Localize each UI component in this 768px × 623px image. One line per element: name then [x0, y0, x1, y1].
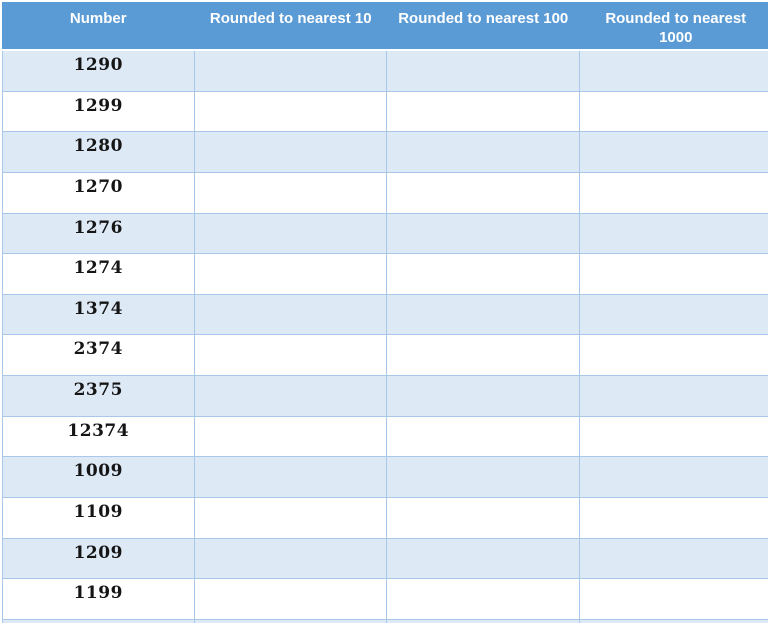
table-row: 1009 — [2, 457, 768, 499]
table-row: 1270 — [2, 172, 768, 214]
header-row: Number Rounded to nearest 10 Rounded to … — [2, 2, 768, 51]
answer-cell[interactable] — [194, 335, 387, 377]
answer-cell[interactable] — [387, 254, 580, 295]
answer-cell[interactable] — [387, 457, 580, 499]
number-cell[interactable]: 1374 — [2, 294, 195, 336]
number-cell[interactable]: 1299 — [2, 91, 195, 133]
answer-cell[interactable] — [387, 335, 580, 377]
answer-cell[interactable] — [387, 51, 580, 92]
number-cell[interactable]: 1109 — [2, 498, 195, 539]
clipped-cell — [194, 619, 387, 623]
answer-cell[interactable] — [579, 132, 768, 173]
answer-cell[interactable] — [579, 294, 768, 336]
answer-cell[interactable] — [579, 498, 768, 539]
answer-cell[interactable] — [579, 335, 768, 377]
answer-cell[interactable] — [579, 538, 768, 580]
table-row: 1209 — [2, 538, 768, 580]
number-cell[interactable]: 2375 — [2, 376, 195, 417]
answer-cell[interactable] — [194, 254, 387, 295]
table-row: 1290 — [2, 51, 768, 92]
answer-cell[interactable] — [194, 213, 387, 255]
clipped-cell — [579, 619, 768, 623]
answer-cell[interactable] — [194, 457, 387, 499]
answer-cell[interactable] — [194, 498, 387, 539]
answer-cell[interactable] — [387, 91, 580, 133]
answer-cell[interactable] — [194, 416, 387, 458]
answer-cell[interactable] — [579, 172, 768, 214]
answer-cell[interactable] — [194, 538, 387, 580]
answer-cell[interactable] — [579, 213, 768, 255]
header-label-nearest-1000: Rounded to nearest 1000 — [605, 10, 747, 46]
answer-cell[interactable] — [387, 579, 580, 620]
table-row: 1109 — [2, 498, 768, 539]
answer-cell[interactable] — [387, 498, 580, 539]
answer-cell[interactable] — [194, 51, 387, 92]
number-cell[interactable]: 1274 — [2, 254, 195, 295]
table-row-clipped — [2, 619, 768, 623]
number-cell[interactable]: 12374 — [2, 416, 195, 458]
number-cell[interactable]: 1209 — [2, 538, 195, 580]
clipped-cell — [387, 619, 580, 623]
header-label-nearest-10: Rounded to nearest 10 — [209, 10, 372, 27]
table-row: 2374 — [2, 335, 768, 377]
number-cell[interactable]: 1290 — [2, 51, 195, 92]
answer-cell[interactable] — [579, 457, 768, 499]
table-row: 2375 — [2, 376, 768, 417]
answer-cell[interactable] — [387, 294, 580, 336]
number-cell[interactable]: 1199 — [2, 579, 195, 620]
table-row: 12374 — [2, 416, 768, 458]
header-cell-nearest-100: Rounded to nearest 100 — [387, 2, 580, 51]
table-row: 1280 — [2, 132, 768, 173]
header-cell-nearest-1000: Rounded to nearest 1000 — [579, 2, 768, 51]
table-body: 1290 1299 1280 1270 1276 1274 1374 2374 2375 1237… — [2, 51, 768, 623]
answer-cell[interactable] — [194, 132, 387, 173]
answer-cell[interactable] — [579, 51, 768, 92]
answer-cell[interactable] — [194, 376, 387, 417]
table-row: 1374 — [2, 294, 768, 336]
number-cell[interactable]: 1276 — [2, 213, 195, 255]
table-header: Number Rounded to nearest 10 Rounded to … — [2, 2, 768, 51]
clipped-cell — [2, 619, 195, 623]
header-label-nearest-100: Rounded to nearest 100 — [398, 10, 569, 27]
answer-cell[interactable] — [579, 376, 768, 417]
answer-cell[interactable] — [579, 91, 768, 133]
number-cell[interactable]: 2374 — [2, 335, 195, 377]
answer-cell[interactable] — [387, 132, 580, 173]
answer-cell[interactable] — [579, 579, 768, 620]
answer-cell[interactable] — [387, 538, 580, 580]
header-cell-number: Number — [2, 2, 195, 51]
answer-cell[interactable] — [579, 416, 768, 458]
number-cell[interactable]: 1270 — [2, 172, 195, 214]
answer-cell[interactable] — [194, 91, 387, 133]
answer-cell[interactable] — [579, 254, 768, 295]
table-row: 1274 — [2, 254, 768, 295]
table-row: 1276 — [2, 213, 768, 255]
answer-cell[interactable] — [194, 579, 387, 620]
table-row: 1199 — [2, 579, 768, 620]
answer-cell[interactable] — [387, 416, 580, 458]
answer-cell[interactable] — [387, 172, 580, 214]
answer-cell[interactable] — [387, 376, 580, 417]
table-row: 1299 — [2, 91, 768, 133]
answer-cell[interactable] — [194, 172, 387, 214]
header-label-number: Number — [69, 10, 127, 27]
number-cell[interactable]: 1009 — [2, 457, 195, 499]
answer-cell[interactable] — [194, 294, 387, 336]
header-cell-nearest-10: Rounded to nearest 10 — [194, 2, 387, 51]
answer-cell[interactable] — [387, 213, 580, 255]
number-cell[interactable]: 1280 — [2, 132, 195, 173]
